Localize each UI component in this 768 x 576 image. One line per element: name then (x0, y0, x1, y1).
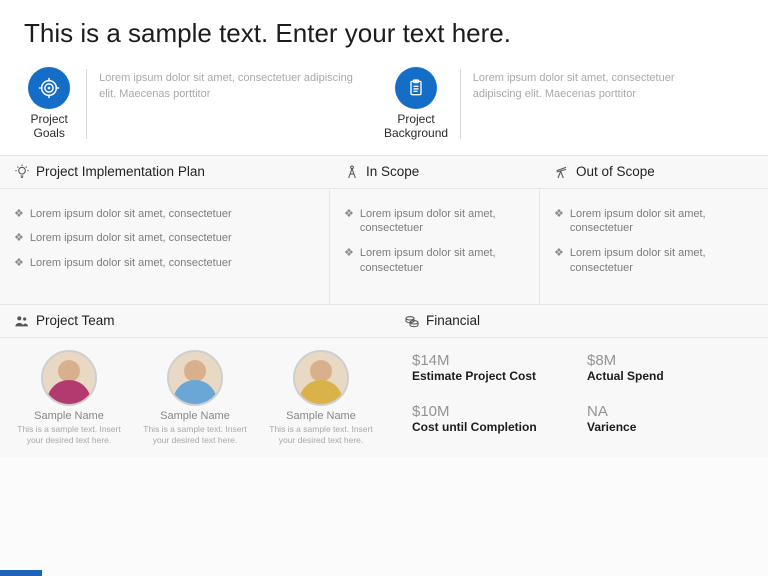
member-name: Sample Name (10, 410, 128, 422)
list-item: ❖Lorem ipsum dolor sit amet, consectetue… (344, 207, 525, 237)
lightbulb-icon (14, 164, 30, 180)
list-item: ❖Lorem ipsum dolor sit amet, consectetue… (14, 231, 315, 246)
member-name: Sample Name (136, 410, 254, 422)
telescope-icon (554, 164, 570, 180)
member-desc: This is a sample text. Insert your desir… (136, 424, 254, 445)
fin-label: Cost until Completion (412, 420, 575, 434)
fin-value: $8M (587, 352, 750, 369)
team-grid: Sample Name This is a sample text. Inser… (0, 338, 390, 457)
in-scope-header: In Scope (330, 156, 540, 188)
people-icon (14, 313, 30, 329)
avatar (41, 350, 97, 406)
financial-grid: $14M Estimate Project Cost $8M Actual Sp… (390, 338, 768, 457)
out-scope-list: ❖Lorem ipsum dolor sit amet, consectetue… (540, 189, 768, 304)
avatar (167, 350, 223, 406)
fin-value: NA (587, 403, 750, 420)
avatar (293, 350, 349, 406)
footer-accent-bar (0, 570, 42, 576)
financial-header-text: Financial (426, 313, 480, 328)
plan-header-text: Project Implementation Plan (36, 164, 205, 179)
list-item: ❖Lorem ipsum dolor sit amet, consectetue… (344, 246, 525, 276)
team-member: Sample Name This is a sample text. Inser… (6, 350, 132, 445)
in-scope-list: ❖Lorem ipsum dolor sit amet, consectetue… (330, 189, 540, 304)
fin-actual-spend: $8M Actual Spend (587, 352, 750, 397)
bottom-body-row: Sample Name This is a sample text. Inser… (0, 338, 768, 457)
fin-label: Estimate Project Cost (412, 369, 575, 383)
fin-variance: NA Varience (587, 403, 750, 448)
list-item: ❖Lorem ipsum dolor sit amet, consectetue… (554, 246, 754, 276)
slide-title: This is a sample text. Enter your text h… (0, 0, 768, 59)
project-background-block: Project Background Lorem ipsum dolor sit… (384, 67, 744, 141)
bottom-header-row: Project Team Financial (0, 305, 768, 338)
scope-body-row: ❖Lorem ipsum dolor sit amet, consectetue… (0, 189, 768, 305)
list-item: ❖Lorem ipsum dolor sit amet, consectetue… (554, 207, 754, 237)
list-item: ❖Lorem ipsum dolor sit amet, consectetue… (14, 256, 315, 271)
coins-icon (404, 313, 420, 329)
team-header: Project Team (0, 305, 390, 337)
scope-header-row: Project Implementation Plan In Scope Out… (0, 156, 768, 189)
project-goals-label: Project Goals (24, 113, 74, 141)
team-header-text: Project Team (36, 313, 115, 328)
project-background-desc: Lorem ipsum dolor sit amet, consectetuer… (473, 67, 744, 103)
team-member: Sample Name This is a sample text. Inser… (258, 350, 384, 445)
project-background-label: Project Background (384, 113, 448, 141)
fin-value: $14M (412, 352, 575, 369)
out-scope-header-text: Out of Scope (576, 164, 655, 179)
list-item: ❖Lorem ipsum dolor sit amet, consectetue… (14, 207, 315, 222)
member-desc: This is a sample text. Insert your desir… (262, 424, 380, 445)
fin-label: Actual Spend (587, 369, 750, 383)
clipboard-icon (395, 67, 437, 109)
project-goals-desc: Lorem ipsum dolor sit amet, consectetuer… (99, 67, 384, 103)
compass-icon (344, 164, 360, 180)
overview-row: Project Goals Lorem ipsum dolor sit amet… (0, 59, 768, 156)
target-icon (28, 67, 70, 109)
fin-label: Varience (587, 420, 750, 434)
fin-estimate-cost: $14M Estimate Project Cost (412, 352, 575, 397)
fin-value: $10M (412, 403, 575, 420)
financial-header: Financial (390, 305, 768, 337)
plan-header: Project Implementation Plan (0, 156, 330, 188)
member-desc: This is a sample text. Insert your desir… (10, 424, 128, 445)
member-name: Sample Name (262, 410, 380, 422)
in-scope-header-text: In Scope (366, 164, 419, 179)
plan-list: ❖Lorem ipsum dolor sit amet, consectetue… (0, 189, 330, 304)
project-goals-block: Project Goals Lorem ipsum dolor sit amet… (24, 67, 384, 141)
team-member: Sample Name This is a sample text. Inser… (132, 350, 258, 445)
fin-cost-until-completion: $10M Cost until Completion (412, 403, 575, 448)
out-scope-header: Out of Scope (540, 156, 768, 188)
